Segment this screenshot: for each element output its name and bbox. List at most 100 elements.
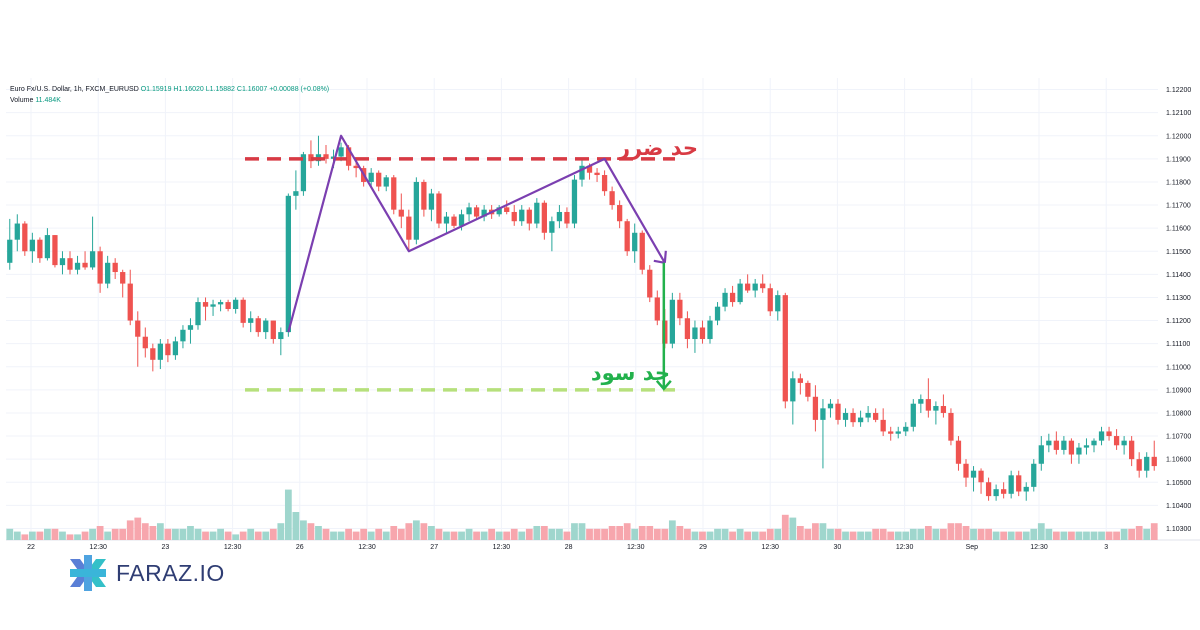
candle-body <box>59 258 66 266</box>
candle-body <box>142 336 148 349</box>
candle-body <box>511 211 517 222</box>
volume-bar <box>1052 531 1060 540</box>
volume-bar <box>1150 523 1158 540</box>
candle-body <box>278 332 284 340</box>
candle-body <box>172 341 179 356</box>
volume-bar <box>254 531 262 540</box>
volume-bar <box>81 531 89 540</box>
volume-value: 11.484K <box>35 97 61 104</box>
volume-bar <box>842 531 849 540</box>
price-tick-label: 1.11600 <box>1166 226 1191 233</box>
volume-bar <box>721 528 729 540</box>
candle-body <box>240 299 246 323</box>
volume-bar <box>28 531 36 540</box>
volume-bar <box>390 526 398 540</box>
volume-bar <box>473 531 480 540</box>
candle-body <box>67 258 73 270</box>
candle-body <box>504 207 510 212</box>
volume-bar <box>729 531 736 540</box>
candle-body <box>263 320 269 333</box>
volume-bar <box>1083 531 1090 540</box>
candle-body <box>526 209 532 224</box>
candle-body <box>1136 459 1142 471</box>
candle-body <box>428 193 435 210</box>
time-tick-label: 30 <box>834 544 842 551</box>
candle-body <box>52 235 58 266</box>
candle-body <box>827 403 834 409</box>
candle-body <box>654 297 660 321</box>
candle-body <box>805 382 811 397</box>
volume-bar <box>781 514 789 540</box>
price-tick-label: 1.12100 <box>1166 110 1191 117</box>
candle-body <box>835 403 841 420</box>
candle-body <box>150 348 156 360</box>
candle-body <box>895 431 901 434</box>
candle-body <box>933 406 939 411</box>
volume-bar <box>202 531 209 540</box>
volume-bar <box>548 528 556 540</box>
candle-body <box>534 202 540 224</box>
volume-bar <box>812 523 819 540</box>
time-tick-label: Sep <box>966 544 979 551</box>
time-tick-label: 12:30 <box>1030 544 1048 551</box>
volume-bar <box>428 526 435 540</box>
volume-bar <box>563 531 571 540</box>
volume-bar <box>616 526 624 540</box>
time-tick-label: 27 <box>430 544 438 551</box>
time-axis[interactable]: 22 12:30 23 12:30 26 12:30 27 12:30 28 12:30 29 12:… <box>27 544 1108 551</box>
volume-bar <box>360 528 368 540</box>
volume-bar <box>172 528 179 540</box>
candle-body <box>571 179 578 224</box>
volume-bar <box>420 523 428 540</box>
volume-bar <box>601 528 608 540</box>
volume-bar <box>217 528 224 540</box>
candle-body <box>22 223 28 252</box>
time-tick-label: 26 <box>296 544 304 551</box>
candle-body <box>609 191 615 206</box>
volume-bar <box>744 531 752 540</box>
volume-label[interactable]: Volume <box>10 97 34 104</box>
volume-bar <box>307 523 315 540</box>
volume-bar <box>44 528 51 540</box>
candle-body <box>1151 456 1157 467</box>
candle-body <box>782 295 788 402</box>
candle-body <box>443 216 450 224</box>
candle-body <box>1121 440 1127 446</box>
time-tick-label: 12:30 <box>761 544 779 551</box>
price-tick-label: 1.12200 <box>1166 87 1191 94</box>
volume-bar <box>300 520 307 540</box>
candle-body <box>293 191 299 196</box>
volume-bar <box>653 528 661 540</box>
candle-body <box>760 283 766 289</box>
candle-body <box>963 463 969 478</box>
volume-bar <box>36 531 44 540</box>
volume-bar <box>909 528 917 540</box>
take-profit-label: حد سود <box>591 361 670 385</box>
candle-body <box>338 147 344 157</box>
volume-bar <box>262 531 270 540</box>
volume-bar <box>111 528 119 540</box>
price-tick-label: 1.11100 <box>1166 341 1190 348</box>
symbol-title[interactable]: Euro Fx/U.S. Dollar, 1h, FXCM_EURUSD <box>10 86 139 93</box>
candle-body <box>1061 440 1067 450</box>
volume-bar <box>443 531 450 540</box>
candle-body <box>632 232 638 252</box>
volume-bar <box>608 526 616 540</box>
candle-body <box>1031 463 1037 487</box>
volume-bar <box>292 512 300 540</box>
candle-body <box>767 288 773 312</box>
volume-bar <box>412 520 420 540</box>
volume-bar <box>525 528 533 540</box>
candle-body <box>97 251 103 284</box>
volume-bar <box>766 528 774 540</box>
price-tick-label: 1.10800 <box>1166 410 1191 417</box>
volume-bar <box>89 528 96 540</box>
price-axis[interactable]: 1.12200 1.12100 1.12000 1.11900 1.11800 1.117… <box>1166 87 1191 533</box>
candle-body <box>955 440 962 464</box>
candle-body <box>458 214 465 226</box>
volume-bar <box>141 523 149 540</box>
volume-bar <box>59 531 66 540</box>
candle-body <box>677 299 683 319</box>
candle-body <box>601 175 608 192</box>
